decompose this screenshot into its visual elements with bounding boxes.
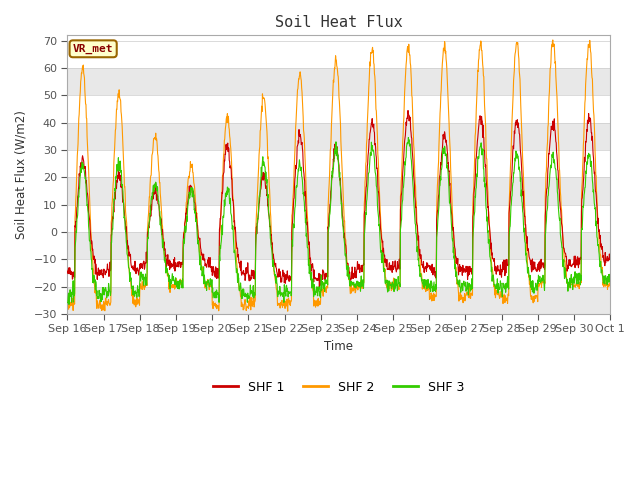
SHF 1 (424, 261, 431, 266)
SHF 3 (404, 134, 412, 140)
SHF 3 (606, 276, 614, 282)
SHF 2 (284, 308, 292, 314)
SHF 1 (495, 267, 502, 273)
X-axis label: Time: Time (324, 340, 353, 353)
SHF 3 (185, 197, 193, 203)
Bar (67, 287, 610, 314)
SHF 3 (495, 281, 502, 287)
SHF 1 (63, 268, 71, 274)
Legend: SHF 1, SHF 2, SHF 3: SHF 1, SHF 2, SHF 3 (208, 376, 470, 399)
SHF 1 (171, 268, 179, 274)
SHF 2 (63, 301, 71, 307)
Bar (67, 232, 610, 259)
Bar (67, 177, 610, 204)
SHF 2 (542, 171, 550, 177)
SHF 3 (245, 296, 253, 301)
SHF 1 (184, 196, 192, 202)
SHF 1 (245, 276, 253, 282)
Y-axis label: Soil Heat Flux (W/m2): Soil Heat Flux (W/m2) (15, 110, 28, 239)
Line: SHF 3: SHF 3 (67, 137, 610, 304)
SHF 3 (543, 218, 550, 224)
SHF 2 (606, 281, 614, 287)
SHF 2 (184, 176, 192, 182)
SHF 2 (549, 37, 557, 43)
Bar (67, 123, 610, 150)
SHF 1 (404, 108, 412, 113)
Title: Soil Heat Flux: Soil Heat Flux (275, 15, 403, 30)
SHF 2 (494, 292, 502, 298)
Line: SHF 2: SHF 2 (67, 40, 610, 311)
SHF 1 (606, 254, 614, 260)
Text: VR_met: VR_met (73, 44, 113, 54)
SHF 3 (172, 277, 179, 283)
Line: SHF 1: SHF 1 (67, 110, 610, 287)
SHF 2 (171, 281, 179, 287)
SHF 2 (424, 284, 431, 289)
SHF 1 (543, 190, 550, 196)
SHF 1 (316, 284, 323, 290)
Bar (67, 68, 610, 96)
SHF 3 (65, 301, 73, 307)
SHF 2 (245, 298, 253, 304)
SHF 3 (424, 282, 431, 288)
SHF 3 (63, 300, 71, 306)
